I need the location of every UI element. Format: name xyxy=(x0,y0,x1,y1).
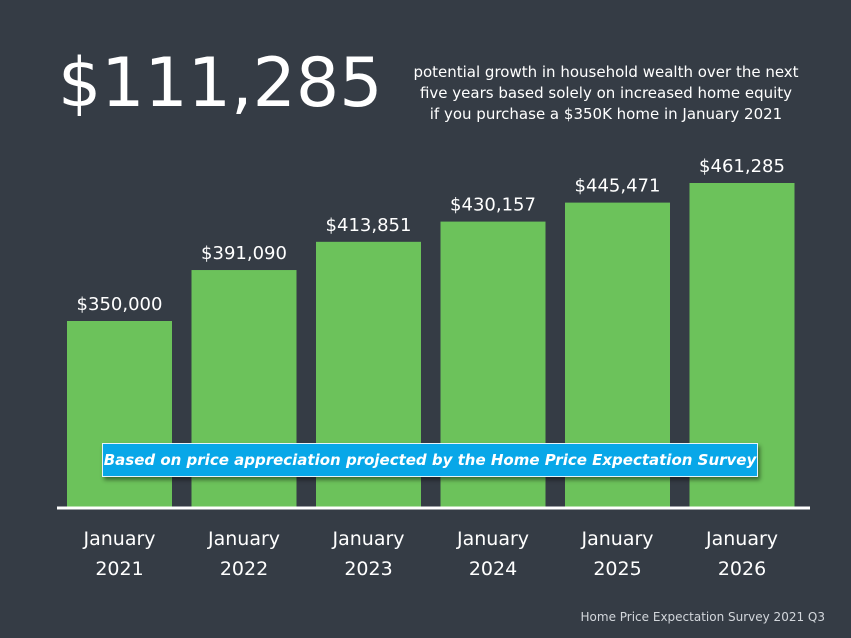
bar-value-label-5: $445,471 xyxy=(575,176,661,197)
bar-value-label-4: $430,157 xyxy=(450,195,536,216)
x-tick-label-month-2: January xyxy=(207,528,280,550)
x-tick-label-month-3: January xyxy=(331,528,404,550)
x-tick-label-year-4: 2024 xyxy=(469,558,517,580)
description-line-1: potential growth in household wealth ove… xyxy=(413,63,799,81)
bar-value-label-2: $391,090 xyxy=(201,243,287,264)
x-tick-label-month-1: January xyxy=(82,528,155,550)
bar-value-label-1: $350,000 xyxy=(77,294,163,315)
description-line-3: if you purchase a $350K home in January … xyxy=(429,105,783,123)
bar-value-label-3: $413,851 xyxy=(326,215,412,236)
bar-1 xyxy=(67,321,172,507)
headline-amount: $111,285 xyxy=(58,44,383,123)
x-tick-label-month-6: January xyxy=(705,528,778,550)
bar-value-label-6: $461,285 xyxy=(699,156,785,177)
x-tick-label-year-5: 2025 xyxy=(593,558,641,580)
x-tick-label-year-6: 2026 xyxy=(718,558,766,580)
x-tick-label-year-1: 2021 xyxy=(95,558,143,580)
headline-description: potential growth in household wealth ove… xyxy=(400,62,812,125)
x-tick-label-year-2: 2022 xyxy=(220,558,268,580)
x-tick-label-month-4: January xyxy=(456,528,529,550)
x-tick-label-year-3: 2023 xyxy=(344,558,392,580)
x-tick-label-month-5: January xyxy=(580,528,653,550)
source-caption: Home Price Expectation Survey 2021 Q3 xyxy=(580,610,825,624)
description-line-2: five years based solely on increased hom… xyxy=(419,84,793,102)
survey-note-box: Based on price appreciation projected by… xyxy=(102,443,758,477)
